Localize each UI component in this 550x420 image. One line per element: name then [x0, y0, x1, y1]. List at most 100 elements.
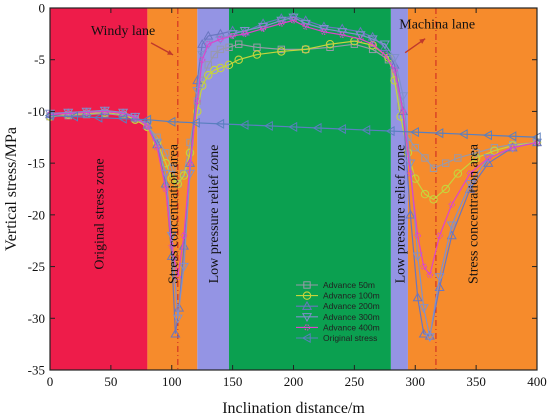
series-5-point-13	[361, 124, 371, 136]
series-layer	[44, 11, 543, 343]
legend-label-3: Advance 300m	[323, 312, 380, 322]
series-4-point-29	[399, 108, 407, 115]
series-line-4	[49, 19, 538, 278]
legend-item-5: Original stress	[296, 332, 377, 344]
series-1-point-11	[179, 171, 189, 180]
zone-label-1: Stress concentration area	[166, 143, 181, 284]
legend-item-1: Advance 100m	[296, 291, 380, 301]
series-3-point-35	[446, 221, 457, 231]
legend-label-5: Original stress	[323, 333, 377, 343]
y-axis-label: Vertical stress/MPa	[3, 127, 20, 251]
series-3-point-13	[192, 87, 203, 96]
series-0-point-17	[216, 45, 225, 54]
series-4-point-38	[509, 144, 516, 151]
series-4-point-28	[391, 66, 398, 74]
series-4-point-3	[101, 108, 108, 115]
series-5-point-19	[507, 131, 517, 142]
series-line-3	[49, 16, 538, 338]
x-tick-label-1: 50	[104, 374, 117, 389]
y-tick-label-2: -10	[28, 104, 45, 119]
legend-item-4: Advance 400m	[296, 322, 380, 332]
series-2-point-31	[405, 209, 416, 219]
series-4-point-6	[144, 122, 151, 130]
annotation-0: Windy lane	[91, 24, 155, 39]
series-5-point-16	[434, 128, 444, 139]
series-4-point-32	[420, 263, 427, 270]
series-0-point-15	[204, 61, 212, 69]
x-tick-label-4: 200	[284, 374, 304, 389]
series-1-point-34	[453, 169, 463, 178]
series-5-point-1	[69, 111, 79, 122]
series-1-point-1	[64, 110, 73, 119]
series-2-point-15	[197, 38, 208, 48]
series-1-point-21	[277, 47, 286, 56]
series-1-point-23	[325, 39, 335, 49]
series-0-point-16	[210, 50, 219, 59]
series-4-point-9	[168, 242, 175, 250]
legend-marker-0	[303, 281, 311, 289]
series-1-point-13	[193, 107, 202, 116]
series-2-point-21	[276, 13, 287, 23]
x-tick-label-7: 350	[466, 374, 486, 389]
series-0-point-32	[429, 164, 438, 173]
series-5-point-2	[93, 112, 103, 123]
legend-item-2: Advance 200m	[296, 300, 380, 311]
series-3-point-30	[405, 159, 416, 169]
series-1-point-20	[252, 50, 262, 59]
series-3-point-27	[379, 40, 390, 50]
series-3-point-20	[276, 16, 287, 26]
y-tick-label-3: -15	[28, 156, 45, 171]
series-0-point-34	[454, 154, 462, 162]
series-3-point-9	[166, 231, 177, 241]
series-1-point-22	[301, 45, 310, 54]
series-0-point-25	[368, 45, 377, 54]
series-4-point-27	[381, 51, 388, 58]
series-2-point-17	[215, 28, 226, 38]
series-4-point-2	[83, 109, 90, 116]
series-5-point-6	[190, 117, 200, 128]
series-2-point-16	[203, 30, 214, 40]
series-3-point-28	[389, 53, 400, 63]
series-0-point-8	[161, 149, 170, 157]
series-4-point-33	[426, 271, 434, 278]
series-3-point-11	[178, 262, 189, 272]
series-4-point-18	[241, 30, 248, 38]
series-1-point-27	[390, 76, 399, 85]
series-5-point-8	[239, 119, 249, 130]
series-2-point-10	[170, 328, 181, 338]
series-1-point-17	[216, 63, 225, 73]
series-5-point-18	[483, 130, 492, 141]
series-0-point-33	[441, 159, 450, 167]
annotation-arrow-0	[150, 42, 174, 56]
axis-ticks: 0 50 100 150 200 250 300 350 400 0 -5 -10 -15 -20 -25 -…	[28, 1, 547, 390]
series-4-point-11	[180, 232, 188, 239]
y-tick-label-5: -25	[28, 259, 45, 274]
series-1-point-9	[167, 174, 177, 183]
zone-labels: Original stress zone Stress concentration…	[93, 143, 482, 284]
series-4-point-25	[357, 35, 364, 43]
series-5-point-15	[410, 127, 419, 138]
legend-item-0: Advance 50m	[296, 280, 375, 290]
legend-label-2: Advance 200m	[323, 301, 380, 311]
series-3-point-23	[318, 24, 329, 34]
series-1-point-18	[224, 60, 234, 70]
series-3-point-36	[464, 180, 476, 190]
series-5-point-10	[288, 121, 298, 133]
series-2-point-34	[424, 330, 435, 340]
series-1-point-19	[234, 55, 243, 64]
series-4-point-37	[485, 154, 492, 162]
series-4-point-20	[278, 20, 285, 27]
y-tick-label-1: -5	[34, 52, 45, 67]
series-1-point-15	[204, 70, 213, 80]
series-5-point-4	[142, 114, 152, 125]
series-0-point-31	[421, 154, 429, 162]
series-4-point-36	[466, 170, 474, 177]
legend-marker-5	[301, 332, 311, 344]
series-1-point-28	[396, 112, 405, 121]
series-4-point-31	[414, 232, 421, 239]
series-3-point-26	[367, 35, 378, 45]
series-1-point-16	[210, 65, 219, 75]
legend-label-0: Advance 50m	[323, 280, 375, 290]
series-2-point-24	[318, 21, 329, 31]
